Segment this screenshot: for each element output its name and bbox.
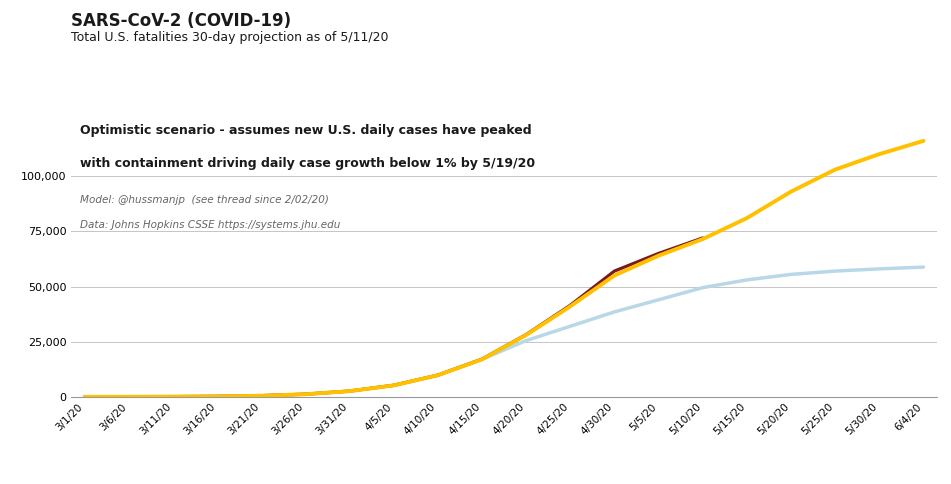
- Text: Model: @hussmanjp  (see thread since 2/02/20): Model: @hussmanjp (see thread since 2/02…: [80, 196, 329, 206]
- Text: SARS-CoV-2 (COVID-19): SARS-CoV-2 (COVID-19): [71, 12, 291, 30]
- Text: Total U.S. fatalities 30-day projection as of 5/11/20: Total U.S. fatalities 30-day projection …: [71, 31, 389, 45]
- Text: Optimistic scenario - assumes new U.S. daily cases have peaked: Optimistic scenario - assumes new U.S. d…: [80, 124, 532, 137]
- Text: with containment driving daily case growth below 1% by 5/19/20: with containment driving daily case grow…: [80, 157, 535, 170]
- Text: Data: Johns Hopkins CSSE https://systems.jhu.edu: Data: Johns Hopkins CSSE https://systems…: [80, 220, 340, 230]
